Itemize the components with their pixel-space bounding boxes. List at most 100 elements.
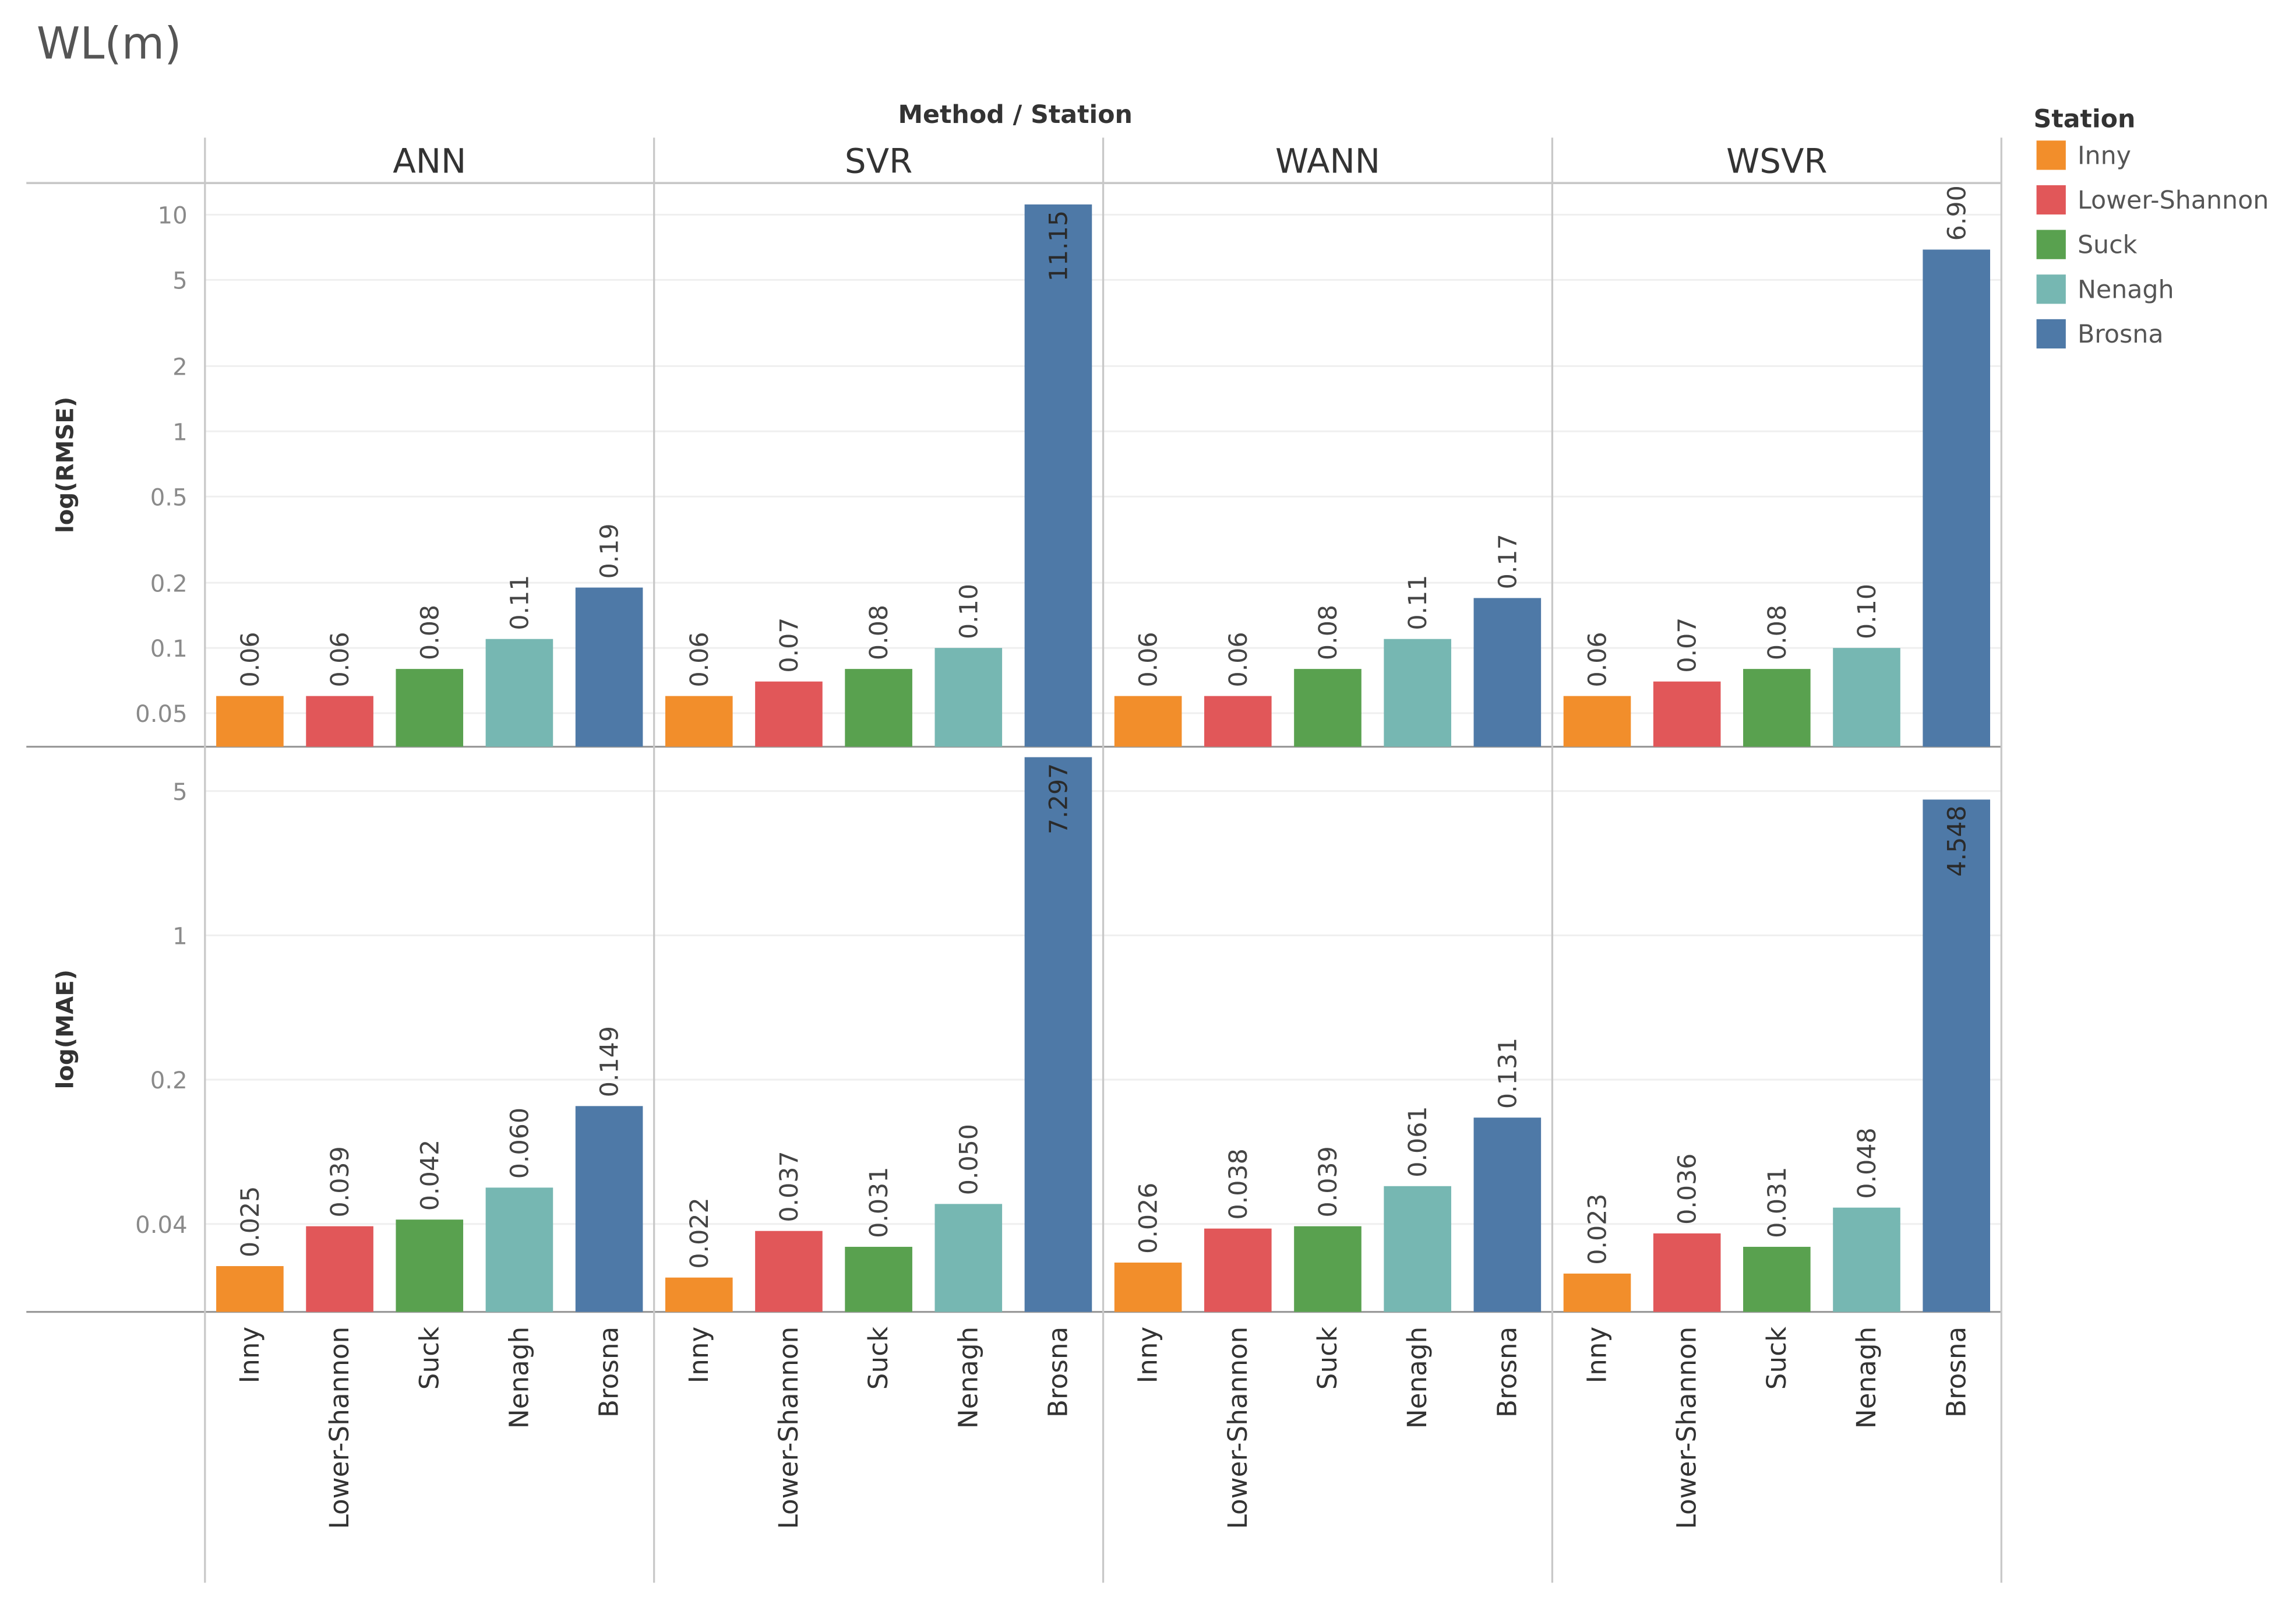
frame-layer	[26, 138, 2002, 1583]
data-label: 0.025	[236, 1186, 265, 1257]
bar-mae-wsvr-nenagh	[1833, 1207, 1900, 1312]
x-tick-label-wsvr: Inny	[1582, 1327, 1613, 1383]
x-tick-label-ann: Suck	[414, 1326, 445, 1390]
bar-rmse-wsvr-lower-shannon	[1653, 681, 1721, 747]
bar-rmse-wsvr-brosna	[1923, 249, 1990, 747]
data-label: 0.08	[415, 605, 445, 660]
x-tick-label-wsvr: Brosna	[1941, 1327, 1971, 1418]
legend-layer: Station Inny Lower-Shannon Suck Nenagh Brosna	[2034, 105, 2269, 349]
bar-rmse-wann-brosna	[1473, 598, 1542, 747]
legend-label-brosna: Brosna	[2078, 320, 2164, 349]
data-label: 0.031	[865, 1167, 894, 1238]
legend-label-lower-shannon: Lower-Shannon	[2078, 186, 2269, 215]
legend-title: Station	[2034, 105, 2136, 134]
data-label: 0.061	[1403, 1106, 1433, 1177]
data-label: 0.06	[326, 632, 355, 687]
bar-rmse-wsvr-inny	[1563, 696, 1631, 747]
bar-layer	[216, 204, 1990, 1312]
x-tick-label-wsvr: Lower-Shannon	[1671, 1327, 1702, 1529]
data-label: 11.15	[1045, 210, 1074, 281]
y-tick-label-mae: 1	[172, 923, 188, 950]
data-label: 0.11	[1403, 575, 1433, 630]
bar-mae-wann-suck	[1294, 1226, 1362, 1312]
y-tick-label-rmse: 0.05	[135, 701, 187, 728]
legend-label-suck: Suck	[2078, 231, 2138, 260]
legend-label-nenagh: Nenagh	[2078, 275, 2174, 304]
bar-rmse-ann-brosna	[575, 587, 643, 747]
bar-rmse-wsvr-nenagh	[1833, 648, 1900, 747]
y-tick-label-rmse: 1	[172, 419, 188, 446]
y-tick-label-rmse: 0.2	[150, 570, 188, 597]
data-label: 0.131	[1493, 1038, 1522, 1109]
x-tick-label-ann: Inny	[234, 1327, 265, 1383]
bar-mae-wsvr-brosna	[1923, 799, 1990, 1312]
bar-mae-ann-brosna	[575, 1106, 643, 1312]
data-label: 0.038	[1224, 1148, 1253, 1219]
data-label: 0.11	[506, 575, 535, 630]
bar-mae-svr-lower-shannon	[755, 1231, 823, 1312]
bar-rmse-svr-inny	[665, 696, 733, 747]
y-tick-label-mae: 0.04	[135, 1212, 187, 1239]
data-label: 0.07	[775, 617, 804, 672]
legend-swatch-lower-shannon	[2036, 185, 2066, 215]
data-label: 0.06	[1134, 632, 1163, 687]
data-label: 0.022	[685, 1197, 714, 1268]
data-label: 0.039	[326, 1146, 355, 1217]
x-tick-label-svr: Lower-Shannon	[773, 1327, 804, 1529]
bar-rmse-ann-lower-shannon	[306, 696, 373, 747]
bar-rmse-svr-nenagh	[934, 648, 1003, 747]
x-tick-label-ann: Lower-Shannon	[324, 1327, 355, 1529]
bar-rmse-ann-nenagh	[485, 639, 553, 747]
data-label: 0.10	[954, 584, 983, 639]
x-tick-label-svr: Suck	[863, 1326, 894, 1390]
bar-mae-ann-inny	[216, 1266, 284, 1312]
bar-mae-wann-inny	[1114, 1263, 1182, 1312]
bar-mae-wann-lower-shannon	[1204, 1228, 1272, 1312]
bar-rmse-svr-lower-shannon	[755, 681, 823, 747]
text-layer: WL(m) Method / Station ANN SVR WANN WSVR log(R…	[37, 18, 1971, 1529]
legend-swatch-inny	[2036, 140, 2066, 170]
bar-rmse-wann-inny	[1114, 696, 1182, 747]
data-label: 0.023	[1583, 1193, 1613, 1264]
data-label: 0.149	[595, 1026, 625, 1097]
y-tick-label-rmse: 2	[172, 354, 188, 380]
x-tick-label-svr: Nenagh	[953, 1327, 983, 1429]
x-tick-label-wsvr: Nenagh	[1851, 1327, 1882, 1429]
legend-swatch-nenagh	[2036, 274, 2066, 304]
data-label: 4.548	[1942, 805, 1971, 876]
bar-rmse-svr-suck	[845, 669, 912, 747]
bar-mae-wann-nenagh	[1384, 1186, 1451, 1312]
y-tick-label-mae: 0.2	[150, 1067, 188, 1094]
bar-mae-wsvr-lower-shannon	[1653, 1233, 1721, 1312]
x-tick-label-ann: Nenagh	[504, 1327, 535, 1429]
chart-title: WL(m)	[37, 18, 182, 69]
data-label: 0.037	[775, 1151, 804, 1222]
x-tick-label-wsvr: Suck	[1761, 1326, 1792, 1390]
data-label: 0.08	[865, 605, 894, 660]
data-label: 0.042	[415, 1140, 445, 1211]
bar-rmse-wann-suck	[1294, 669, 1362, 747]
data-label: 0.031	[1763, 1167, 1792, 1238]
bar-rmse-wsvr-suck	[1743, 669, 1811, 747]
data-label: 0.060	[506, 1108, 535, 1179]
method-header-wann: WANN	[1275, 142, 1380, 181]
bar-mae-ann-suck	[396, 1219, 464, 1312]
y-tick-label-rmse: 10	[158, 203, 188, 230]
legend-label-inny: Inny	[2078, 141, 2131, 170]
x-tick-label-svr: Brosna	[1043, 1327, 1074, 1418]
y-axis-label-mae: log(MAE)	[52, 970, 79, 1089]
bar-rmse-ann-suck	[396, 669, 464, 747]
y-tick-label-rmse: 0.5	[150, 484, 188, 511]
bar-mae-ann-lower-shannon	[306, 1226, 373, 1312]
method-header-svr: SVR	[845, 142, 912, 181]
data-label: 0.06	[1224, 632, 1253, 687]
bar-rmse-wann-nenagh	[1384, 639, 1451, 747]
bar-mae-wsvr-inny	[1563, 1273, 1631, 1312]
data-label: 0.07	[1673, 617, 1702, 672]
bar-mae-svr-inny	[665, 1277, 733, 1312]
data-label: 0.19	[595, 523, 625, 579]
data-label: 6.90	[1942, 185, 1971, 241]
data-label: 0.048	[1853, 1127, 1882, 1198]
y-tick-label-rmse: 5	[172, 267, 188, 294]
